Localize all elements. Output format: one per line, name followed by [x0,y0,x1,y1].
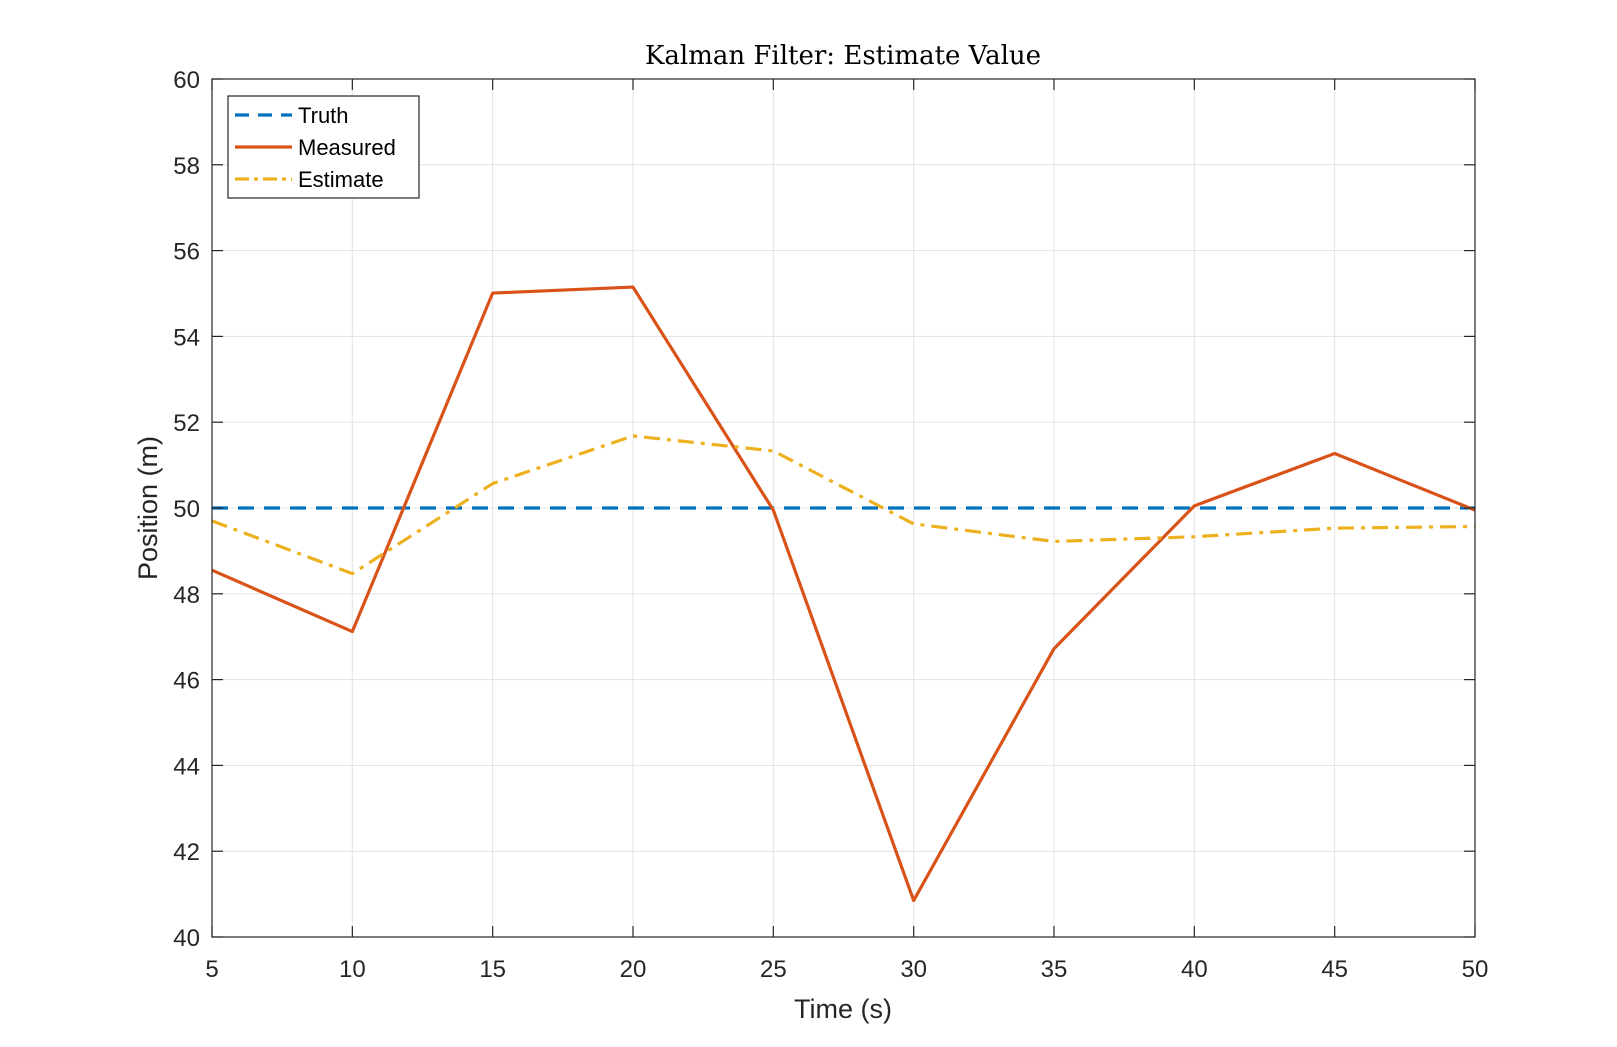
y-tick-label: 40 [173,925,200,952]
series-line-measured [211,285,1476,903]
chart-title: Kalman Filter: Estimate Value [645,41,1041,71]
y-tick-label: 56 [173,239,200,266]
y-tick-label: 42 [173,839,200,866]
x-tick-label: 15 [479,956,506,983]
y-tick-label: 54 [173,324,200,351]
x-axis-label: Time (s) [794,994,892,1024]
y-tick-label: 50 [173,496,200,523]
series-line-estimate [211,434,1476,576]
legend-label-truth: Truth [298,103,349,128]
y-tick-label: 52 [173,410,200,437]
y-tick-label: 48 [173,582,200,609]
x-tick-label: 25 [760,956,787,983]
series-lines [211,285,1476,903]
x-tick-label: 30 [900,956,927,983]
x-tick-label: 50 [1462,956,1489,983]
x-tick-label: 40 [1181,956,1208,983]
x-tick-label: 45 [1321,956,1348,983]
x-tick-label: 5 [205,956,218,983]
legend-label-measured: Measured [298,135,396,160]
axis-ticks: 5 10 15 20 25 30 35 40 45 50 40 42 44 46 48 50 52 54 56 58 6… [173,67,1488,983]
legend: Truth Measured Estimate [227,95,420,199]
x-tick-label: 20 [620,956,647,983]
x-tick-label: 35 [1041,956,1068,983]
y-tick-label: 60 [173,67,200,94]
y-axis-label: Position (m) [133,436,163,580]
y-tick-label: 44 [173,753,200,780]
y-tick-label: 58 [173,153,200,180]
x-tick-label: 10 [339,956,366,983]
legend-label-estimate: Estimate [298,167,384,192]
y-tick-label: 46 [173,668,200,695]
